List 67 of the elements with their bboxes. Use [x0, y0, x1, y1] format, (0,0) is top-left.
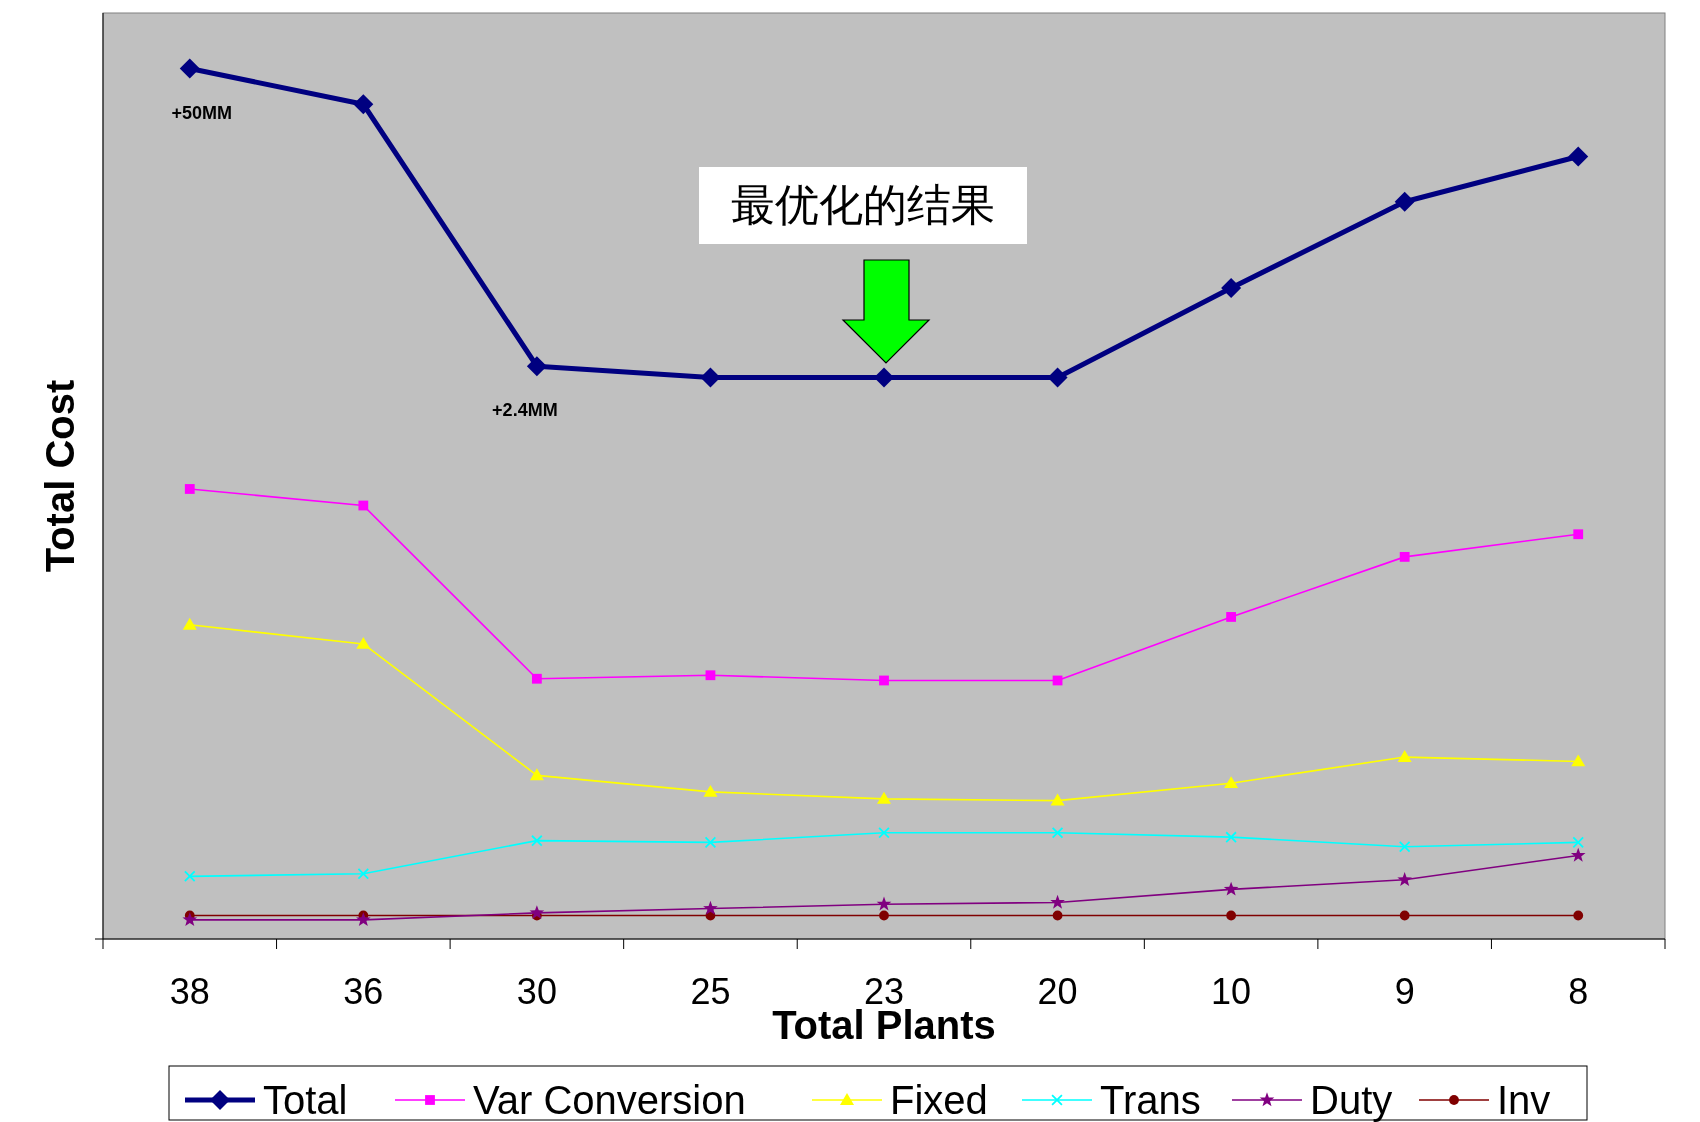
point — [1568, 146, 1589, 167]
point — [703, 784, 718, 797]
point — [1226, 612, 1237, 622]
point — [1050, 793, 1065, 806]
point — [1572, 836, 1585, 849]
x-tick-label: 10 — [1211, 971, 1252, 1012]
point — [877, 791, 891, 804]
point — [1224, 776, 1239, 789]
point — [876, 896, 892, 911]
x-tick-label: 25 — [690, 971, 731, 1012]
point — [1394, 191, 1415, 212]
point — [531, 673, 542, 684]
legend-label: Total — [263, 1078, 348, 1122]
point — [1226, 910, 1237, 921]
x-tick-label: 36 — [343, 971, 384, 1012]
point — [1570, 847, 1586, 862]
point — [878, 827, 890, 839]
point — [1051, 827, 1064, 839]
x-tick-label: 20 — [1037, 971, 1078, 1012]
point — [1397, 872, 1412, 887]
point — [529, 905, 545, 920]
point — [356, 636, 371, 649]
point — [356, 912, 371, 927]
point — [182, 617, 197, 630]
point — [1221, 277, 1242, 298]
x-tick-label: 38 — [169, 971, 210, 1012]
point — [358, 500, 369, 511]
annotation: +2.4MM — [492, 400, 558, 421]
point — [179, 58, 200, 79]
annotation: 最优化的结果 — [731, 179, 995, 230]
legend-label: Var Conversion — [473, 1078, 746, 1122]
y-axis-title: Total Cost — [38, 379, 82, 573]
x-tick-label: 30 — [516, 971, 557, 1012]
point — [1573, 910, 1584, 921]
point — [531, 834, 543, 847]
legend-label: Fixed — [890, 1078, 988, 1122]
point — [1225, 831, 1237, 843]
point — [1052, 910, 1063, 921]
point — [182, 912, 198, 927]
point — [1399, 551, 1410, 562]
point — [1573, 529, 1584, 540]
point — [357, 867, 370, 880]
point — [1571, 754, 1586, 767]
point — [1223, 881, 1239, 896]
point — [1397, 750, 1412, 762]
legend-label: Inv — [1497, 1078, 1551, 1122]
point — [183, 870, 196, 883]
legend-label: Trans — [1100, 1078, 1201, 1122]
legend-label: Duty — [1310, 1078, 1393, 1122]
point — [1399, 910, 1410, 921]
point — [353, 94, 374, 115]
point — [1398, 840, 1411, 853]
point — [526, 356, 547, 377]
point — [705, 670, 716, 681]
point — [700, 367, 721, 388]
point — [184, 484, 195, 494]
x-tick-label: 8 — [1568, 971, 1589, 1012]
point — [1050, 894, 1065, 909]
point — [703, 900, 718, 915]
annotation: +50MM — [171, 102, 233, 123]
point — [879, 675, 889, 686]
point — [704, 836, 717, 849]
x-tick-label: 9 — [1394, 971, 1415, 1012]
point — [529, 768, 544, 781]
point — [874, 367, 894, 388]
point — [879, 910, 889, 921]
point — [1047, 367, 1068, 388]
